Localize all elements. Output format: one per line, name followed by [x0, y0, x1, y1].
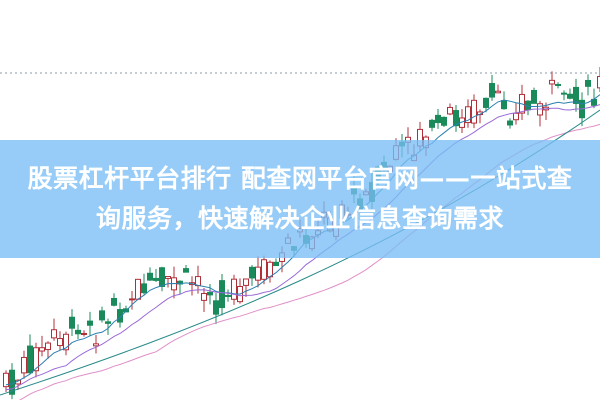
candle-body [255, 266, 261, 281]
candle-body [111, 297, 117, 306]
headline-banner: 股票杠杆平台排行 配查网平台官网——一站式查询服务，快速解决企业信息查询需求 [0, 140, 600, 258]
candle-body [261, 259, 267, 280]
candle-body [93, 343, 99, 347]
candle-body [129, 298, 135, 301]
candle-body [465, 106, 471, 124]
candle-body [549, 79, 555, 85]
candle-body [141, 283, 147, 294]
candle-body [585, 79, 591, 87]
candle-body [501, 100, 507, 110]
candle-body [513, 112, 519, 121]
candle-body [243, 278, 249, 286]
candle-body [207, 291, 213, 296]
candle-body [165, 276, 171, 279]
candle-body [531, 89, 537, 104]
candle-body [135, 278, 141, 300]
candle-body [183, 268, 189, 273]
candle-body [33, 347, 39, 372]
candle-body [573, 86, 579, 104]
candle-body [21, 356, 27, 374]
candle-body [597, 76, 600, 89]
candle-body [27, 345, 33, 374]
candle-body [447, 106, 453, 115]
candle-body [441, 116, 447, 126]
candle-body [39, 347, 45, 352]
candle-body [471, 99, 477, 124]
candle-body [567, 93, 573, 99]
candle-body [435, 114, 441, 124]
candle-body [87, 320, 93, 326]
candle-body [75, 329, 81, 335]
headline-text: 股票杠杆平台排行 配查网平台官网——一站式查询服务，快速解决企业信息查询需求 [27, 164, 573, 233]
candle-body [219, 280, 225, 309]
candle-body [201, 293, 207, 301]
candle-body [495, 90, 501, 94]
candle-body [57, 338, 63, 347]
candle-body [99, 310, 105, 321]
candle-body [453, 110, 459, 127]
candle-body [153, 277, 159, 281]
candle-body [231, 278, 237, 300]
candle-body [81, 332, 87, 335]
candle-body [3, 372, 9, 388]
candle-body [159, 267, 165, 287]
candle-body [249, 266, 255, 279]
candle-body [147, 272, 153, 281]
candle-body [195, 276, 201, 287]
candle-body [225, 294, 231, 297]
candle-body [63, 333, 69, 351]
candle-body [45, 342, 51, 351]
candle-body [507, 120, 513, 126]
candle-body [273, 261, 279, 267]
candle-body [429, 119, 435, 128]
candle-body [117, 309, 123, 323]
candle-body [489, 83, 495, 98]
candle-body [267, 261, 273, 278]
candle-body [105, 321, 111, 324]
ma-line-mid [5, 104, 600, 391]
candle-body [561, 92, 567, 95]
candle-body [555, 83, 561, 86]
candle-body [69, 316, 75, 329]
candle-body [213, 300, 219, 315]
candle-body [51, 329, 57, 339]
candle-body [483, 97, 489, 108]
